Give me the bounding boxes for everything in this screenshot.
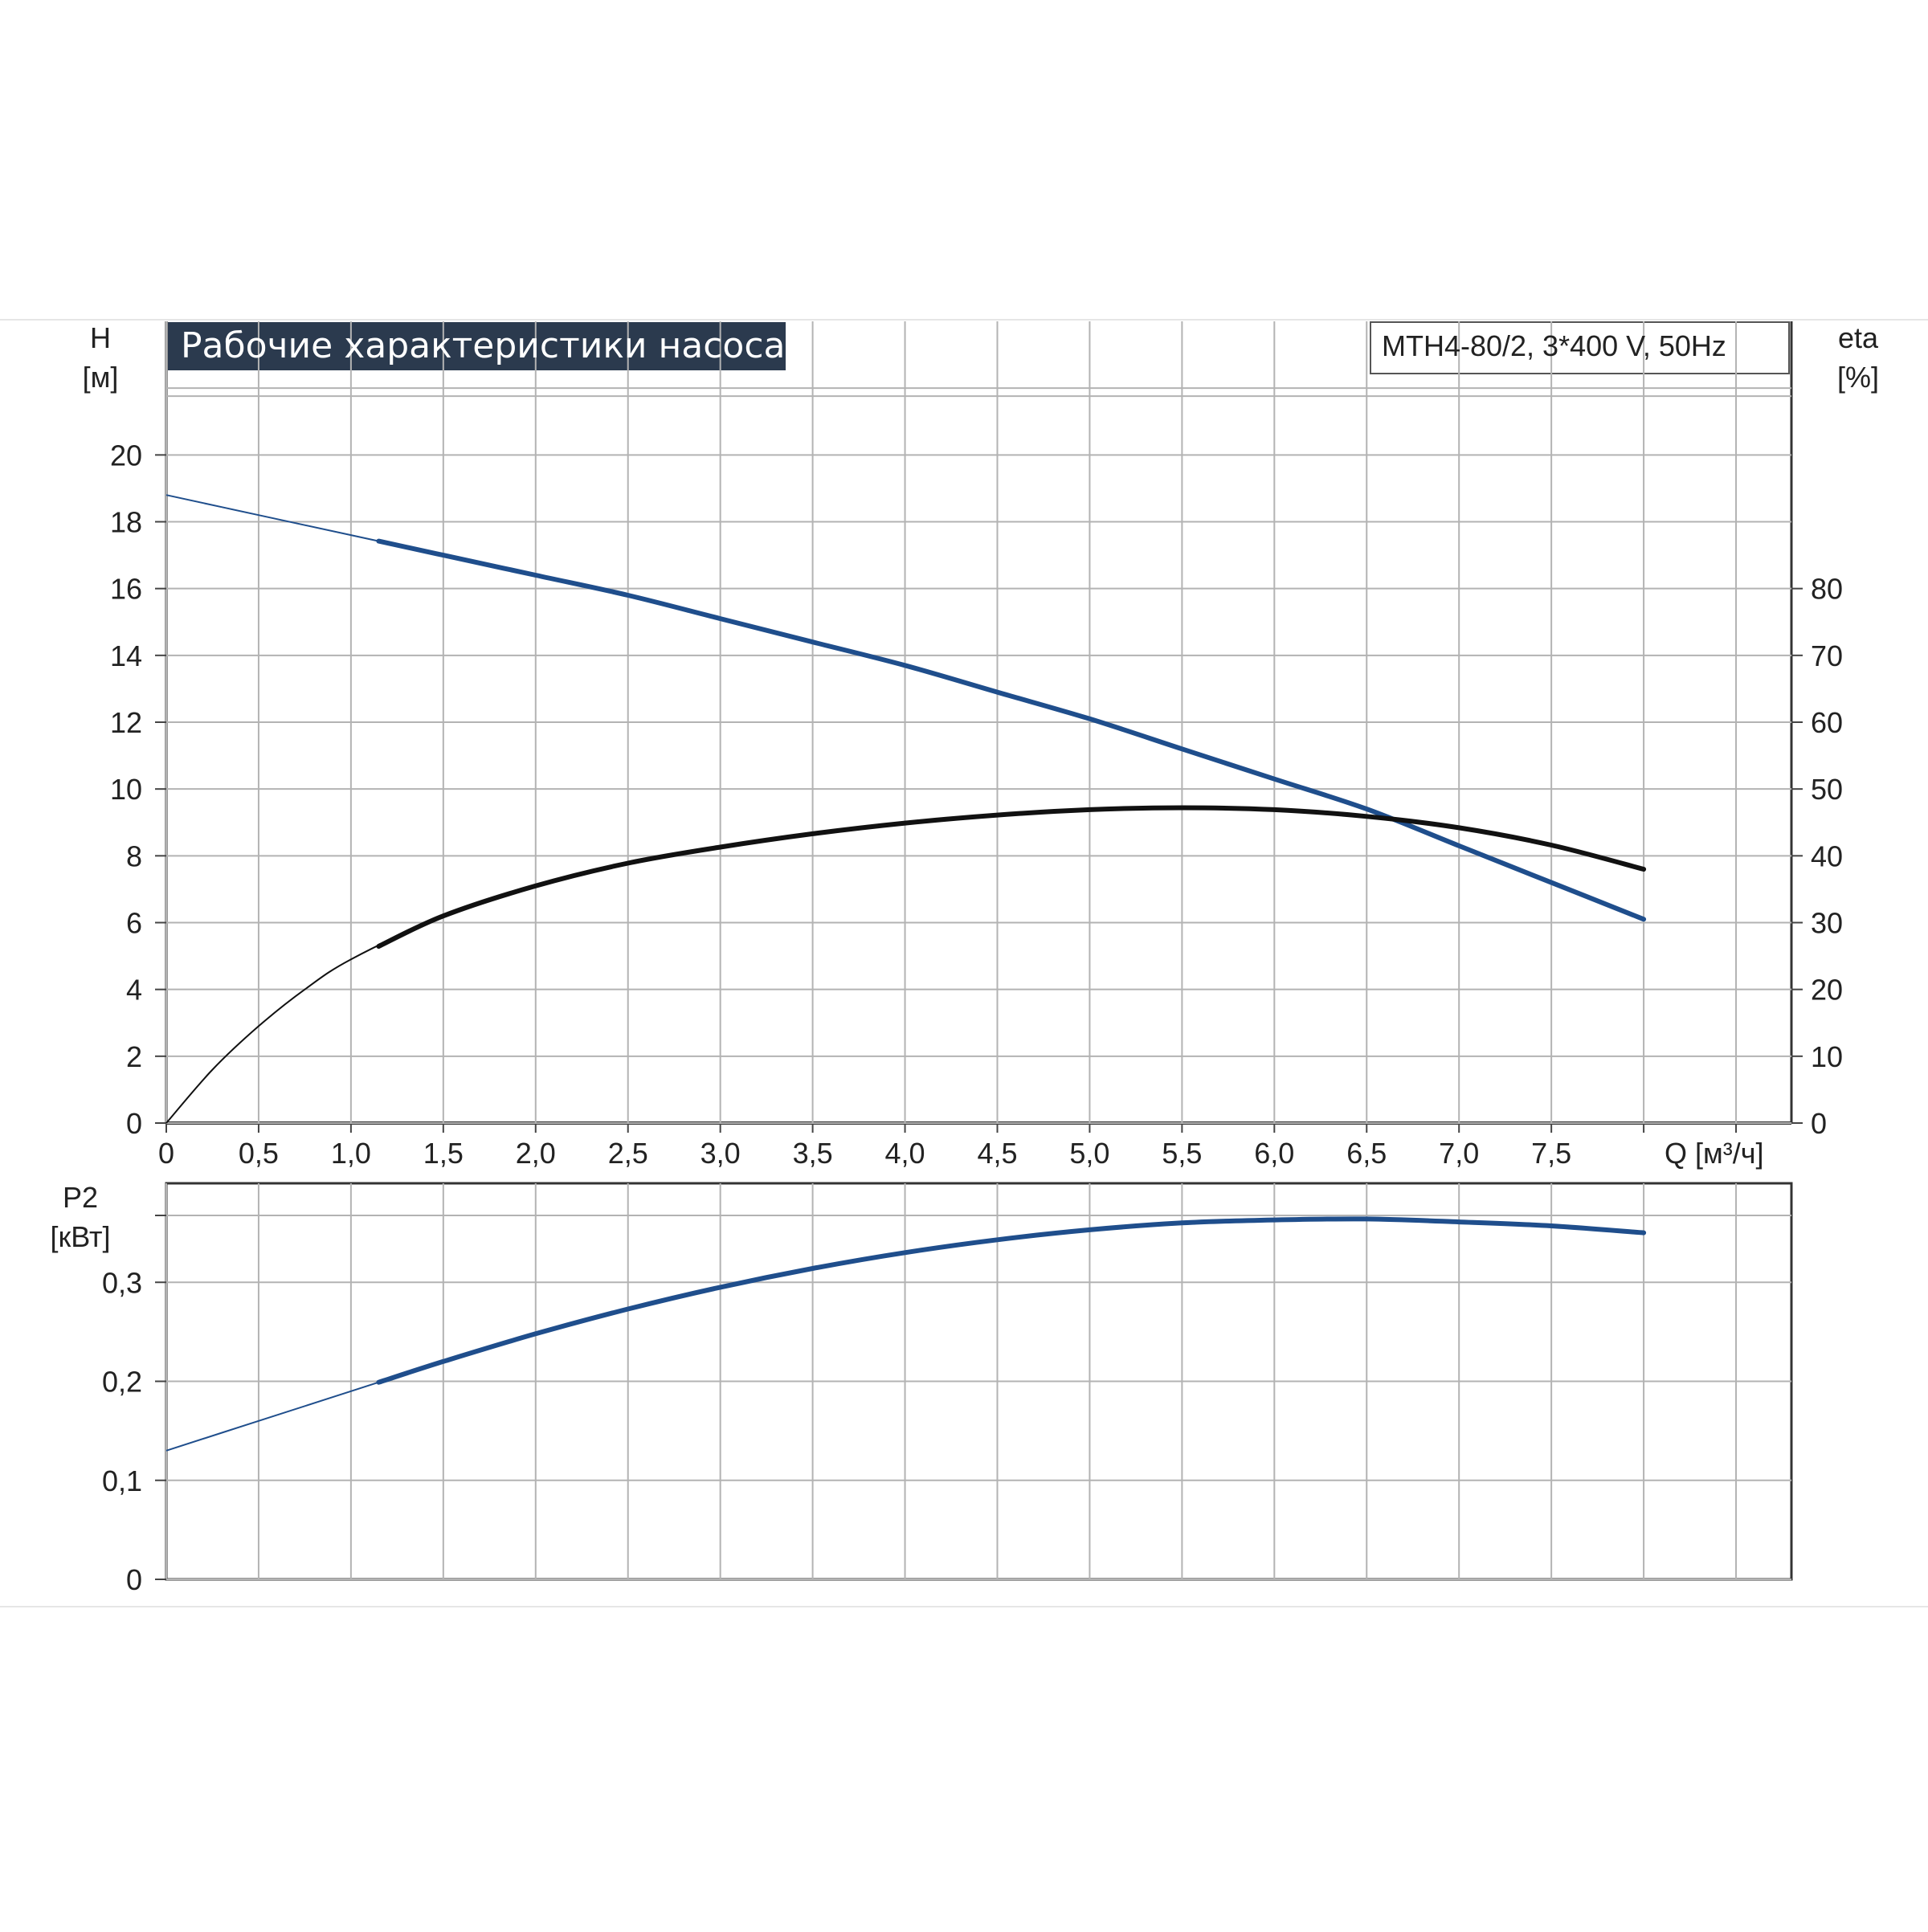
y-axis-label: H bbox=[90, 321, 111, 354]
y2-tick-label: 70 bbox=[1811, 639, 1843, 672]
y2-axis-label: eta bbox=[1838, 321, 1879, 354]
y-tick-label: 4 bbox=[126, 974, 142, 1007]
p2-axis-label: P2 bbox=[63, 1181, 98, 1214]
y-tick-label: 16 bbox=[110, 573, 142, 606]
y-tick-label: 18 bbox=[110, 506, 142, 539]
x-tick-label: 7,0 bbox=[1439, 1137, 1479, 1170]
p2-tick-label: 0,3 bbox=[102, 1266, 142, 1299]
y-tick-label: 2 bbox=[126, 1040, 142, 1073]
y2-tick-label: 10 bbox=[1811, 1040, 1843, 1073]
x-tick-label: 5,5 bbox=[1162, 1137, 1202, 1170]
x-tick-label: 7,5 bbox=[1531, 1137, 1571, 1170]
x-tick-label: 0,5 bbox=[239, 1137, 279, 1170]
y2-tick-label: 50 bbox=[1811, 773, 1843, 806]
y-tick-label: 0 bbox=[126, 1107, 142, 1140]
frame-layer bbox=[0, 319, 1928, 1607]
y2-tick-label: 40 bbox=[1811, 839, 1843, 872]
x-tick-label: 1,0 bbox=[331, 1137, 371, 1170]
y2-tick-label: 20 bbox=[1811, 974, 1843, 1007]
series-layer bbox=[165, 494, 1647, 1452]
x-tick-label: 4,5 bbox=[977, 1137, 1017, 1170]
x-axis-label: Q [м³/ч] bbox=[1665, 1137, 1764, 1170]
y-tick-label: 20 bbox=[110, 439, 142, 472]
y2-axis-unit: [%] bbox=[1837, 361, 1879, 394]
model-label-box bbox=[1370, 321, 1790, 374]
p2-tick-label: 0,2 bbox=[102, 1366, 142, 1399]
head-curve-line bbox=[376, 538, 1647, 922]
y2-tick-label: 0 bbox=[1811, 1107, 1827, 1140]
x-tick-label: 6,0 bbox=[1254, 1137, 1294, 1170]
chart-title: Рабочие характеристики насоса bbox=[181, 325, 785, 366]
label-layer: 0 2 4 6 8 10 12 14 16 18 20 0 10 20 30 40 50 60 70 80 0 0,5 1,… bbox=[50, 321, 1879, 1596]
model-label: MTH4-80/2, 3*400 V, 50Hz bbox=[1382, 329, 1726, 362]
power-curve-line bbox=[376, 1216, 1647, 1385]
y-tick-label: 10 bbox=[110, 773, 142, 806]
y-axis-unit: [м] bbox=[83, 361, 119, 394]
grid-layer bbox=[155, 321, 1803, 1580]
p2-axis-unit: [кВт] bbox=[50, 1220, 110, 1253]
x-tick-label: 3,5 bbox=[793, 1137, 833, 1170]
y-tick-label: 6 bbox=[126, 907, 142, 940]
x-tick-label: 4,0 bbox=[885, 1137, 925, 1170]
x-tick-label: 2,5 bbox=[608, 1137, 648, 1170]
p2-tick-label: 0 bbox=[126, 1563, 142, 1596]
p2-tick-label: 0,1 bbox=[102, 1464, 142, 1497]
x-tick-label: 6,5 bbox=[1346, 1137, 1387, 1170]
y-tick-label: 8 bbox=[126, 839, 142, 872]
x-tick-label: 2,0 bbox=[516, 1137, 556, 1170]
y2-tick-label: 30 bbox=[1811, 907, 1843, 940]
y2-tick-label: 60 bbox=[1811, 706, 1843, 739]
efficiency-curve-line bbox=[376, 805, 1647, 949]
x-tick-label: 5,0 bbox=[1069, 1137, 1109, 1170]
x-tick-label: 3,0 bbox=[701, 1137, 741, 1170]
x-tick-label: 0 bbox=[158, 1137, 174, 1170]
title-band bbox=[168, 322, 786, 370]
y2-tick-label: 80 bbox=[1811, 573, 1843, 606]
x-tick-label: 1,5 bbox=[423, 1137, 464, 1170]
y-tick-label: 12 bbox=[110, 706, 142, 739]
y-tick-label: 14 bbox=[110, 639, 142, 672]
